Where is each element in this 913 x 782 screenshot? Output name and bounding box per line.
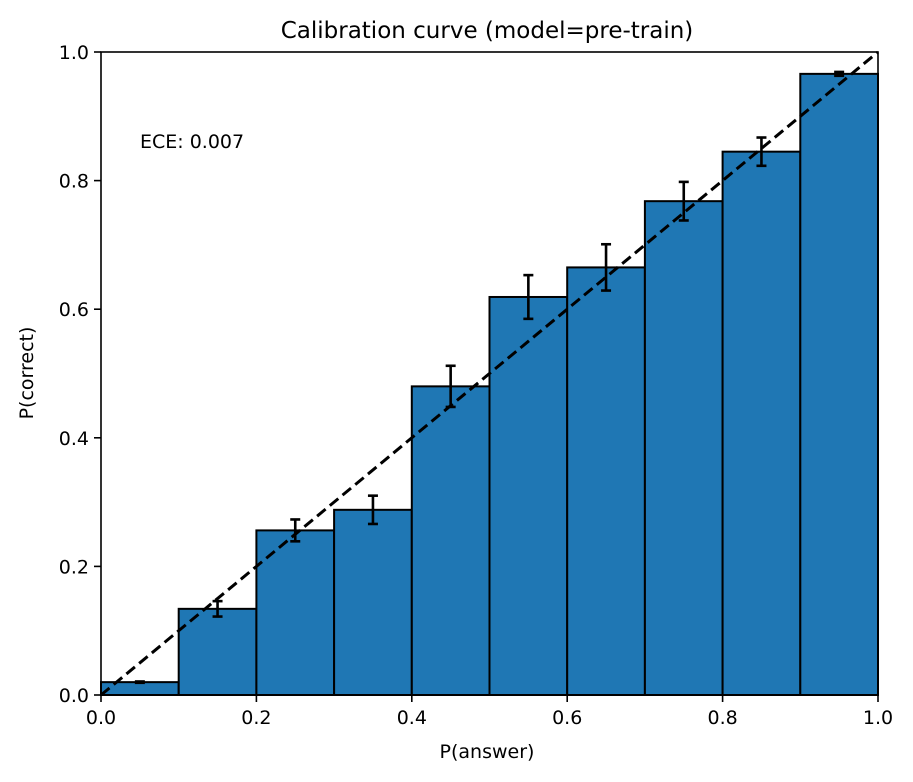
x-tick-label-1: 0.2 — [241, 707, 271, 729]
x-tick-label-3: 0.6 — [552, 707, 582, 729]
bar-9 — [799, 72, 879, 696]
y-tick-label-1: 0.2 — [59, 556, 89, 578]
y-tick-label-0: 0.0 — [59, 685, 89, 707]
error-bar-5 — [523, 273, 534, 321]
error-bar-8 — [756, 136, 767, 168]
bar-8 — [721, 150, 802, 697]
error-bar-9 — [834, 70, 845, 78]
chart-title: Calibration curve (model=pre-train) — [281, 18, 694, 44]
error-bar-4 — [445, 364, 456, 409]
y-tick-label-3: 0.6 — [59, 299, 89, 321]
error-bar-7 — [678, 180, 689, 222]
error-bar-2 — [290, 518, 301, 543]
bar-7 — [643, 200, 724, 696]
x-axis-label: P(answer) — [440, 741, 535, 763]
plot-area: 0.0 0.2 0.4 0.6 0.8 1.0 0.0 0.2 0.4 0.6 0.8 1.0 — [59, 42, 893, 729]
bar-1 — [177, 607, 258, 697]
bar-3 — [333, 508, 413, 697]
y-tick-label-2: 0.4 — [59, 428, 89, 450]
y-tick-label-5: 1.0 — [59, 42, 89, 64]
x-tick-label-5: 1.0 — [863, 707, 893, 729]
error-bar-0 — [134, 680, 145, 685]
reference-diagonal-line — [100, 50, 879, 697]
error-bar-3 — [367, 494, 378, 526]
x-tick-label-0: 0.0 — [86, 707, 116, 729]
error-bar-6 — [601, 242, 612, 292]
bar-5 — [488, 295, 569, 696]
y-tick-label-4: 0.8 — [59, 171, 89, 193]
bar-6 — [566, 266, 646, 696]
axes-frame — [100, 51, 879, 696]
x-tick-label-4: 0.8 — [707, 707, 737, 729]
x-tick-label-2: 0.4 — [397, 707, 427, 729]
y-axis-label: P(correct) — [16, 327, 38, 420]
error-bar-1 — [212, 599, 223, 618]
ece-annotation: ECE: 0.007 — [140, 131, 244, 153]
bar-4 — [410, 385, 491, 696]
